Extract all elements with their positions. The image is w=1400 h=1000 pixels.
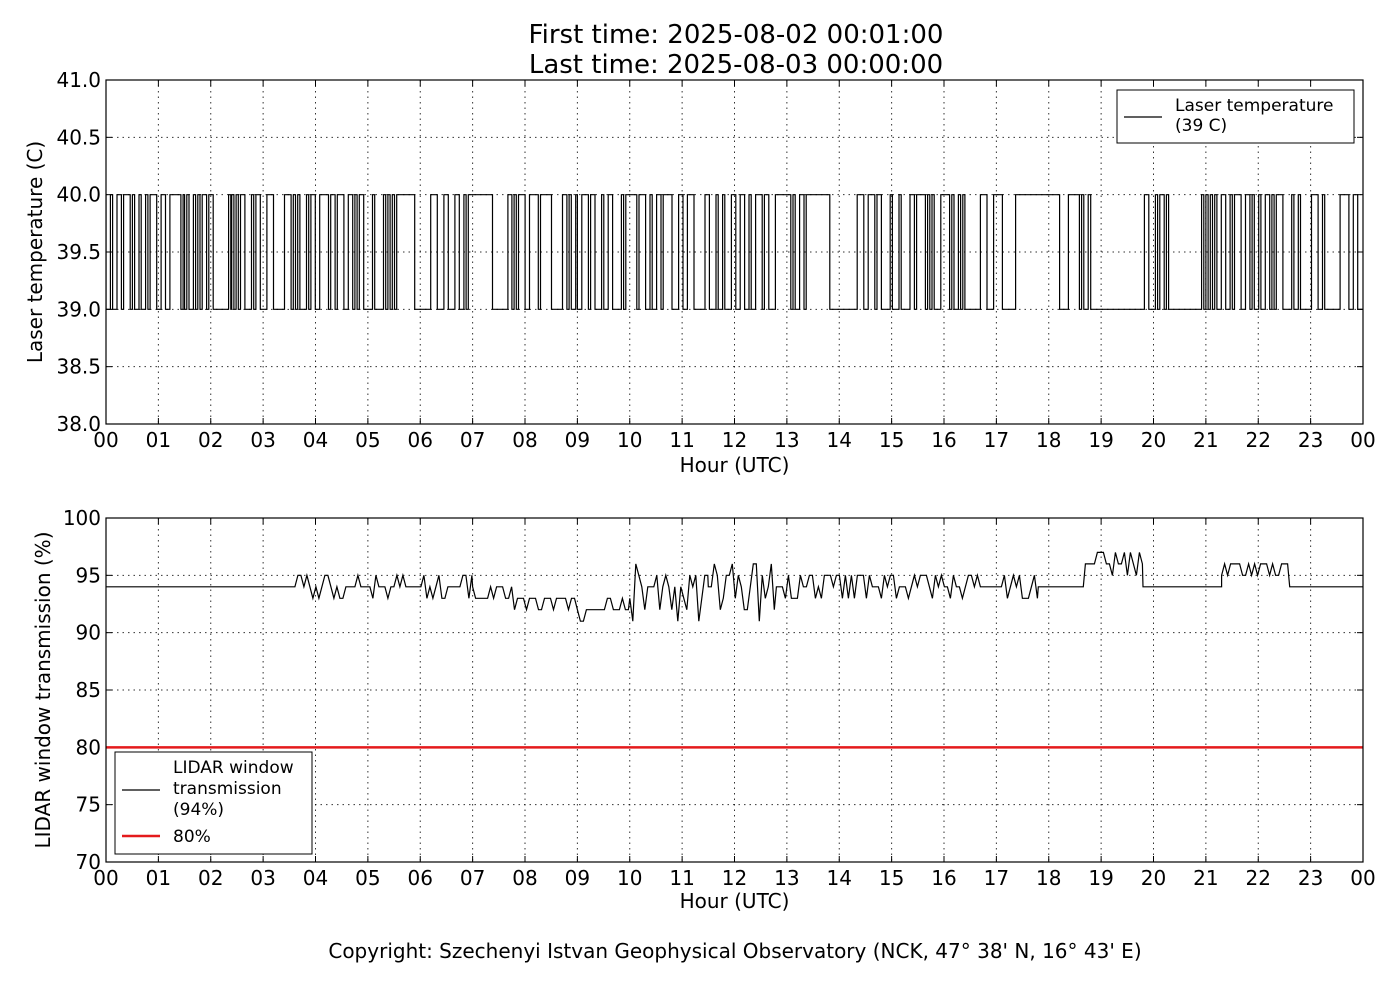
x-tick-label: 09 bbox=[565, 866, 590, 890]
y-tick-label: 80 bbox=[76, 735, 101, 759]
x-tick-label: 02 bbox=[198, 866, 223, 890]
x-tick-label: 11 bbox=[669, 866, 694, 890]
y-tick-label: 75 bbox=[76, 793, 101, 817]
y-tick-label: 38.5 bbox=[56, 355, 101, 379]
x-tick-label: 00 bbox=[93, 866, 118, 890]
y-tick-label: 38.0 bbox=[56, 412, 101, 436]
x-tick-label: 10 bbox=[617, 866, 642, 890]
x-tick-label: 12 bbox=[722, 428, 747, 452]
x-tick-label: 15 bbox=[879, 866, 904, 890]
x-tick-label: 18 bbox=[1036, 866, 1061, 890]
legend-label-transmission: transmission bbox=[173, 779, 282, 799]
plot-frame bbox=[105, 517, 1364, 863]
x-tick-label: 10 bbox=[617, 428, 642, 452]
x-tick-label: 09 bbox=[565, 428, 590, 452]
x-tick-label: 07 bbox=[460, 428, 485, 452]
lidar-transmission-panel: 00 01 02 03 04 05 06 07 08 09 10 11 12 13 14 15 16 17 18 19… bbox=[31, 506, 1376, 913]
x-axis-label: Hour (UTC) bbox=[680, 453, 790, 477]
series-line bbox=[106, 194, 1363, 310]
x-tick-label: 08 bbox=[512, 428, 537, 452]
x-tick-label: 23 bbox=[1298, 866, 1323, 890]
legend: Laser temperature(39 C) bbox=[1116, 89, 1355, 144]
copyright-notice: Copyright: Szechenyi Istvan Geophysical … bbox=[328, 939, 1141, 963]
x-tick-label: 13 bbox=[774, 428, 799, 452]
x-tick-label: 17 bbox=[984, 866, 1009, 890]
legend-label-threshold: 80% bbox=[173, 827, 211, 847]
x-tick-label: 01 bbox=[146, 866, 171, 890]
y-axis-label: LIDAR window transmission (%) bbox=[31, 532, 55, 849]
x-tick-label: 00 bbox=[1350, 866, 1375, 890]
x-axis-label: Hour (UTC) bbox=[680, 889, 790, 913]
y-tick-label: 85 bbox=[76, 678, 101, 702]
plot-frame bbox=[105, 79, 1364, 425]
laser-temperature-panel: 00 01 02 03 04 05 06 07 08 09 10 11 12 13 14 15 16 17 18 19… bbox=[23, 68, 1376, 477]
x-tick-label: 01 bbox=[146, 428, 171, 452]
y-tick-label: 39.0 bbox=[56, 297, 101, 321]
y-tick-label: 40.5 bbox=[56, 125, 101, 149]
figure-title-line2: Last time: 2025-08-03 00:00:00 bbox=[529, 50, 943, 80]
x-tick-label: 16 bbox=[931, 866, 956, 890]
y-tick-label: 95 bbox=[76, 563, 101, 587]
series-line bbox=[106, 551, 1363, 622]
legend-label-laser: (39 C) bbox=[1175, 116, 1227, 136]
x-tick-label: 14 bbox=[827, 428, 852, 452]
x-tick-label: 08 bbox=[512, 866, 537, 890]
y-tick-label: 40.0 bbox=[56, 183, 101, 207]
y-tick-label: 70 bbox=[76, 850, 101, 874]
x-tick-label: 02 bbox=[198, 428, 223, 452]
x-tick-label: 00 bbox=[1350, 428, 1375, 452]
x-tick-label: 16 bbox=[931, 428, 956, 452]
x-tick-label: 22 bbox=[1246, 428, 1271, 452]
x-tick-label: 15 bbox=[879, 428, 904, 452]
x-tick-label: 21 bbox=[1193, 428, 1218, 452]
x-tick-label: 23 bbox=[1298, 428, 1323, 452]
x-tick-label: 12 bbox=[722, 866, 747, 890]
x-tick-label: 03 bbox=[250, 428, 275, 452]
x-tick-label: 06 bbox=[408, 866, 433, 890]
x-tick-label: 19 bbox=[1088, 866, 1113, 890]
x-tick-label: 20 bbox=[1141, 428, 1166, 452]
x-tick-label: 07 bbox=[460, 866, 485, 890]
legend-label-transmission: LIDAR window bbox=[173, 758, 294, 778]
legend-label-transmission: (94%) bbox=[173, 800, 224, 820]
x-tick-label: 17 bbox=[984, 428, 1009, 452]
figure-title-line1: First time: 2025-08-02 00:01:00 bbox=[529, 20, 944, 50]
x-tick-label: 04 bbox=[303, 866, 328, 890]
x-tick-label: 13 bbox=[774, 866, 799, 890]
x-tick-label: 06 bbox=[408, 428, 433, 452]
x-tick-label: 05 bbox=[355, 866, 380, 890]
y-axis-label: Laser temperature (C) bbox=[23, 141, 47, 363]
legend-box bbox=[1116, 89, 1355, 144]
x-tick-label: 03 bbox=[250, 866, 275, 890]
x-tick-label: 11 bbox=[669, 428, 694, 452]
x-tick-label: 04 bbox=[303, 428, 328, 452]
x-tick-label: 00 bbox=[93, 428, 118, 452]
y-tick-label: 41.0 bbox=[56, 68, 101, 92]
x-tick-label: 19 bbox=[1088, 428, 1113, 452]
x-tick-label: 21 bbox=[1193, 866, 1218, 890]
y-tick-label: 39.5 bbox=[56, 240, 101, 264]
y-tick-label: 100 bbox=[63, 506, 101, 530]
x-tick-label: 20 bbox=[1141, 866, 1166, 890]
x-tick-label: 05 bbox=[355, 428, 380, 452]
x-tick-label: 18 bbox=[1036, 428, 1061, 452]
y-tick-label: 90 bbox=[76, 621, 101, 645]
x-tick-label: 14 bbox=[827, 866, 852, 890]
x-tick-label: 22 bbox=[1246, 866, 1271, 890]
legend-label-laser: Laser temperature bbox=[1175, 96, 1333, 116]
